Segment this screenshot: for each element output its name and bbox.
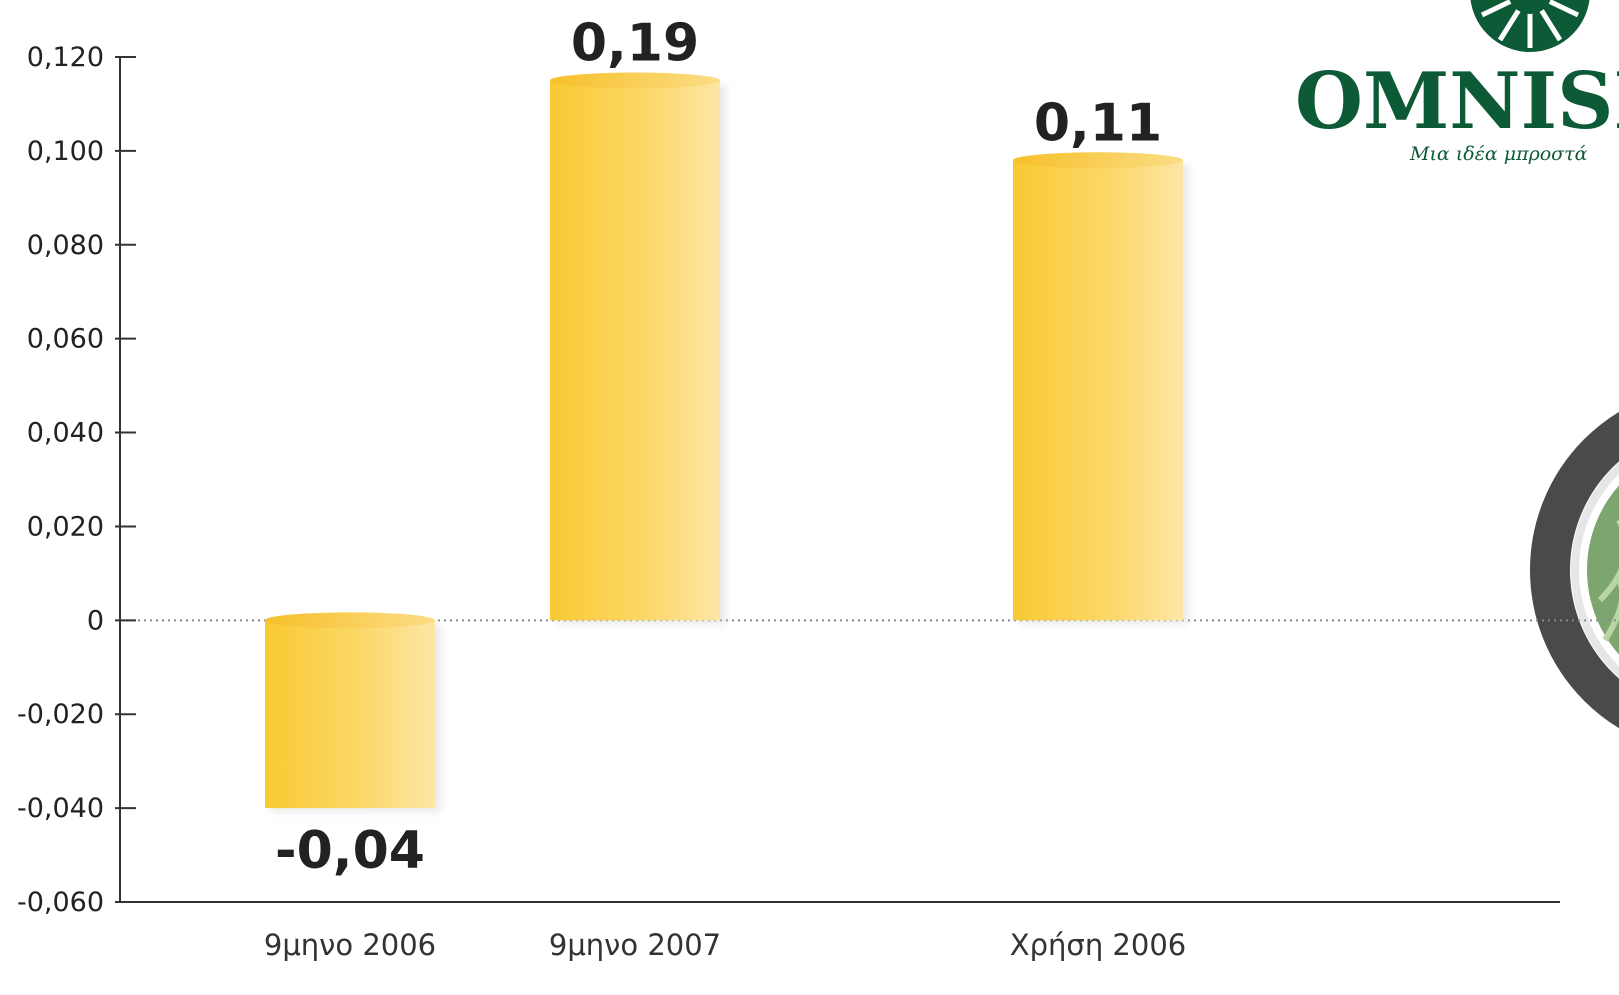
- y-tick-label: 0,120: [27, 42, 104, 73]
- chart-axes: 0,120 0,100 0,080 0,060 0,040 0,020 0 -0,020 -0,…: [17, 42, 1619, 918]
- logo-tagline: Μια ιδέα μπροστά: [1409, 143, 1588, 165]
- omnish-logo: OMNISH Μια ιδέα μπροστά: [1295, 0, 1619, 165]
- y-tick-label: 0,040: [27, 418, 104, 449]
- data-label: 0,19: [571, 13, 699, 73]
- x-category-label: Χρήση 2006: [1010, 928, 1186, 962]
- logo-emblem-icon: [1470, 0, 1590, 52]
- y-tick-label: 0,020: [27, 511, 104, 542]
- y-tick-label: 0: [87, 605, 104, 636]
- data-label: 0,11: [1034, 93, 1162, 153]
- bar-cap: [550, 72, 720, 89]
- y-tick-label: -0,040: [17, 793, 104, 824]
- chart-bars: [265, 72, 1189, 813]
- bar-cap: [1013, 152, 1183, 169]
- bar: [265, 620, 435, 809]
- bar: [1013, 160, 1183, 621]
- decorative-ring-image: [1530, 411, 1619, 729]
- data-label: -0,04: [275, 821, 425, 881]
- y-tick-label: 0,100: [27, 136, 104, 167]
- logo-name: OMNISH: [1295, 56, 1619, 147]
- bar-cap: [265, 612, 435, 629]
- y-tick-label: 0,080: [27, 230, 104, 261]
- y-tick-label: 0,060: [27, 324, 104, 355]
- x-category-label: 9μηνο 2007: [549, 928, 721, 962]
- bar: [550, 80, 720, 621]
- y-tick-label: -0,060: [17, 887, 104, 918]
- chart-labels: -0,04 9μηνο 2006 0,19 9μηνο 2007 0,11 Χρήση 2…: [264, 13, 1186, 962]
- x-category-label: 9μηνο 2006: [264, 928, 436, 962]
- y-tick-label: -0,020: [17, 699, 104, 730]
